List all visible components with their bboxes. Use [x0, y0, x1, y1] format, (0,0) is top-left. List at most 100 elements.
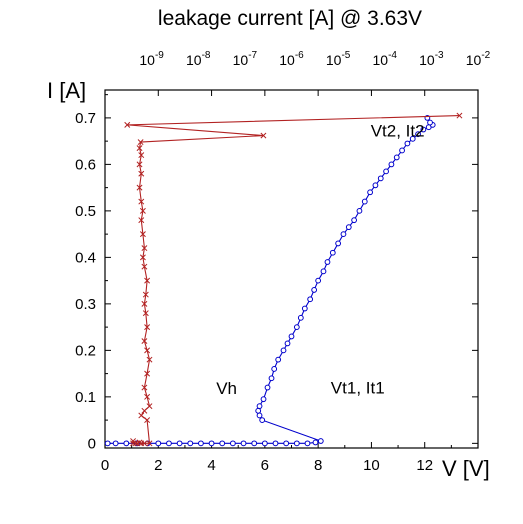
- data-point: [112, 440, 119, 447]
- data-point: [166, 440, 172, 447]
- data-point: [320, 268, 327, 275]
- series-line: [107, 117, 434, 444]
- data-point: [142, 310, 149, 317]
- data-point: [404, 140, 411, 147]
- data-point: [456, 112, 463, 119]
- data-point: [427, 119, 433, 126]
- data-point: [377, 175, 384, 182]
- data-point: [304, 440, 311, 447]
- data-point: [138, 170, 145, 177]
- x-tick-label: 8: [314, 457, 322, 474]
- x2-tick-label: 10-4: [373, 50, 398, 68]
- data-point: [324, 259, 331, 265]
- data-point: [124, 121, 131, 128]
- data-point: [176, 440, 183, 447]
- series-0: [104, 114, 436, 447]
- data-point: [420, 126, 427, 133]
- data-point: [104, 440, 111, 447]
- data-point: [142, 291, 149, 298]
- data-point: [138, 152, 145, 159]
- data-point: [144, 393, 151, 400]
- data-point: [219, 440, 226, 447]
- x2-tick-label: 10-9: [139, 50, 164, 68]
- data-point: [329, 249, 336, 256]
- data-point: [388, 161, 395, 168]
- x-axis-label: V [V]: [442, 456, 490, 481]
- data-point: [136, 145, 143, 152]
- data-point: [307, 296, 314, 303]
- x2-tick-label: 10-5: [326, 50, 351, 68]
- data-point: [251, 440, 258, 447]
- data-point: [139, 254, 146, 261]
- data-point: [293, 324, 300, 331]
- data-point: [155, 440, 162, 447]
- data-point: [208, 440, 215, 447]
- y-tick-label: 0.6: [75, 156, 96, 173]
- data-point: [136, 184, 143, 191]
- data-point: [335, 240, 342, 247]
- data-point: [146, 403, 153, 410]
- data-point: [139, 231, 146, 238]
- series-line: [127, 115, 460, 444]
- data-point: [146, 356, 153, 363]
- data-point: [144, 347, 151, 354]
- data-point: [144, 417, 151, 424]
- data-point: [138, 198, 145, 205]
- data-point: [268, 375, 275, 382]
- series-layer: [104, 112, 463, 447]
- data-point: [141, 407, 148, 414]
- data-point: [141, 263, 148, 270]
- data-point: [144, 370, 151, 377]
- data-point: [141, 440, 148, 447]
- y-tick-label: 0.2: [75, 342, 96, 359]
- data-point: [272, 440, 279, 447]
- data-point: [288, 333, 295, 340]
- x2-tick-label: 10-7: [233, 50, 258, 68]
- data-point: [136, 161, 143, 168]
- data-point: [198, 440, 204, 447]
- data-point: [275, 356, 282, 363]
- data-point: [260, 396, 267, 403]
- y-axis-label: I [A]: [47, 78, 86, 103]
- x2-tick-label: 10-2: [466, 50, 491, 68]
- data-point: [312, 439, 319, 446]
- y-tick-label: 0.5: [75, 203, 96, 220]
- data-point: [315, 277, 322, 284]
- data-point: [139, 207, 146, 214]
- data-point: [141, 338, 148, 345]
- data-point: [136, 439, 143, 446]
- data-point: [256, 412, 263, 419]
- data-point: [144, 324, 151, 331]
- data-point: [138, 412, 145, 419]
- x-tick-label: 2: [154, 457, 162, 474]
- y-tick-label: 0: [88, 435, 96, 452]
- data-point: [259, 417, 266, 424]
- annotation-label: Vt2, It2: [371, 121, 425, 140]
- y-tick-label: 0.1: [75, 389, 96, 406]
- x-tick-label: 12: [416, 457, 433, 474]
- data-point: [261, 440, 268, 447]
- data-point: [393, 154, 400, 161]
- data-point: [409, 135, 416, 142]
- data-point: [317, 438, 324, 444]
- x-tick-label: 6: [261, 457, 269, 474]
- plot-area: [104, 89, 479, 449]
- data-point: [301, 305, 308, 312]
- data-point: [311, 287, 318, 293]
- data-point: [240, 440, 247, 447]
- plot-frame: [104, 89, 479, 449]
- series-1: [124, 112, 463, 447]
- bottom-axis: 0 2 4 6 8 10 12: [101, 90, 452, 474]
- x-tick-label: 10: [363, 457, 380, 474]
- data-point: [351, 217, 358, 224]
- data-point: [361, 198, 368, 205]
- data-point: [187, 440, 194, 447]
- data-point: [130, 440, 137, 447]
- data-point: [256, 403, 263, 410]
- annotations: Vt2, It2 Vh Vt1, It1: [216, 121, 424, 397]
- x-tick-label: 0: [101, 457, 109, 474]
- chart-title: leakage current [A] @ 3.63V: [158, 7, 422, 30]
- x2-tick-label: 10-6: [279, 50, 304, 68]
- data-point: [141, 300, 148, 307]
